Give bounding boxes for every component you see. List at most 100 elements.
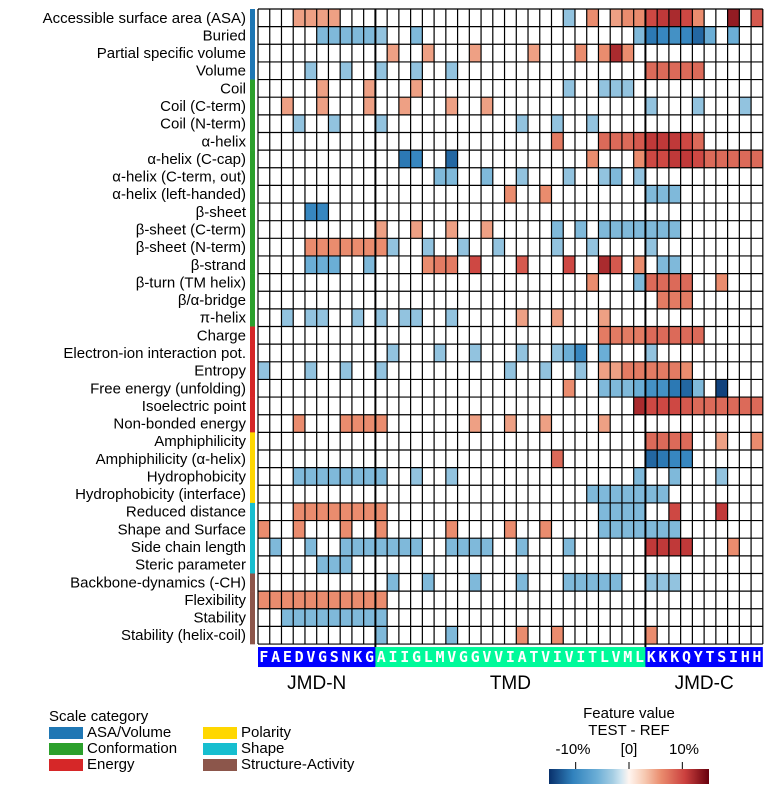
heatmap-cell [363,255,376,274]
heatmap-cell [316,79,329,98]
heatmap-cell [645,573,658,592]
legend-label: Shape [241,740,285,757]
heatmap-cell [657,573,669,592]
heatmap-cell [363,538,376,556]
heatmap-cell [351,538,364,556]
heatmap-cell [668,432,681,450]
heatmap-cell [657,538,669,556]
heatmap-cell [375,591,388,609]
legend-label: ASA/Volume [87,724,172,741]
heatmap-cell [633,273,646,292]
heatmap-cell [328,608,341,627]
category-bar-segment [250,26,255,45]
heatmap-cell [657,450,669,468]
heatmap-cell [363,79,376,98]
category-bar-segment [250,9,255,27]
category-bar-segment [250,344,255,363]
category-bar-segment [250,203,255,221]
heatmap-cell [340,414,352,433]
sequence-residue: H [752,648,761,666]
heatmap-cell [751,150,763,168]
heatmap-cell [598,379,611,398]
sequence-residue: F [259,648,268,666]
legend-swatch [203,742,237,755]
heatmap-cell [657,326,669,345]
heatmap-cell [610,502,622,521]
heatmap-cell [316,203,329,221]
legend-item-energy: Energy [49,756,135,773]
legend-swatch [203,726,237,739]
category-bar-segment [250,379,255,398]
heatmap-cell [668,502,681,521]
heatmap-cell [351,414,364,433]
heatmap-cell [668,538,681,556]
heatmap-cell [657,255,669,274]
heatmap-cell [293,114,305,133]
heatmap-cell [469,538,482,556]
heatmap-cell [481,167,493,186]
heatmap-cell [316,467,329,486]
heatmap-cell [727,9,740,27]
category-bar-segment [250,220,255,239]
heatmap-cell [657,379,669,398]
heatmap-cell [680,326,693,345]
heatmap-cell [445,61,458,80]
heatmap-cell [657,26,669,45]
heatmap-cell [539,520,552,539]
row-label: β-sheet (C-term) [136,222,246,239]
heatmap-cell [657,132,669,151]
heatmap-cell [375,238,388,256]
heatmap-cell [375,626,388,645]
heatmap-cell [469,344,482,362]
heatmap-cell [304,255,317,274]
heatmap-cell [398,538,411,556]
heatmap-cell [363,608,376,627]
heatmap-cell [304,238,317,256]
heatmap-cell [445,167,458,186]
heatmap-cell [633,397,646,415]
heatmap-cell [293,467,305,486]
heatmap-cell [422,238,435,256]
heatmap-cell [410,150,423,168]
sequence-residue: G [318,648,327,666]
colorbar-tick-label: 10% [668,741,700,758]
heatmap-cell [551,220,564,239]
heatmap-cell [598,167,611,186]
heatmap-cell [633,485,646,503]
category-bar-segment [250,591,255,610]
category-bar-segment [250,255,255,274]
category-bar-segment [250,414,255,433]
row-label: π-helix [200,310,247,327]
category-bar-segment [250,185,255,204]
heatmap-cell [516,167,529,186]
heatmap-cell [645,432,658,450]
heatmap-cell [715,379,728,398]
heatmap-cell [680,150,693,168]
heatmap-cell [445,255,458,274]
heatmap-cell [715,432,728,450]
category-bar-segment [250,326,255,345]
heatmap-cell [668,573,681,592]
heatmap-cell [680,132,693,151]
heatmap-cell [375,308,388,327]
heatmap-cell [633,520,646,539]
row-label: Amphiphilicity [154,433,246,450]
heatmap-cell [293,591,305,609]
jmd-n-sequence-bar [258,647,376,668]
heatmap-cell [657,291,669,309]
heatmap-cell [445,520,458,539]
heatmap-cell [680,61,693,80]
heatmap-cell [504,361,517,380]
heatmap-cell [304,308,317,327]
category-bar-segment [250,44,255,63]
heatmap-cell [551,344,564,362]
legend-label: Energy [87,756,135,773]
heatmap-cell [621,220,634,239]
heatmap-cell [680,397,693,415]
heatmap-cell [610,220,622,239]
sequence-residue: L [635,648,644,666]
heatmap-cell [751,432,763,450]
heatmap-cell [739,150,752,168]
heatmap-cell [633,502,646,521]
heatmap-cell [598,326,611,345]
